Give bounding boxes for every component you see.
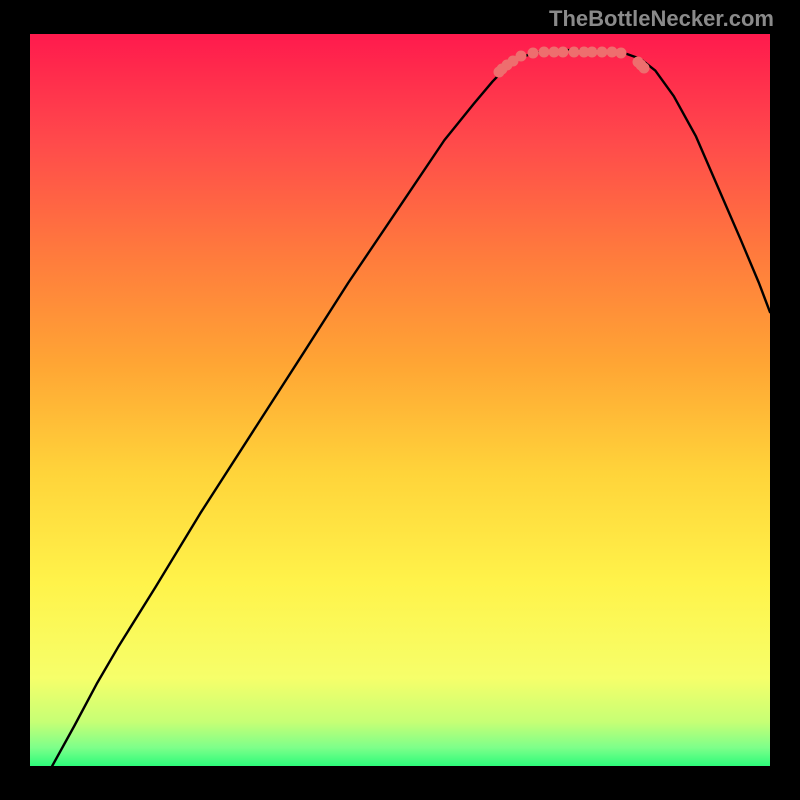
- chart-frame: TheBottleNecker.com: [0, 0, 800, 800]
- data-marker: [516, 50, 527, 61]
- data-marker: [615, 48, 626, 59]
- data-marker: [639, 62, 650, 73]
- markers-layer: [30, 34, 770, 766]
- data-marker: [528, 48, 539, 59]
- watermark-text: TheBottleNecker.com: [549, 6, 774, 32]
- data-marker: [557, 47, 568, 58]
- plot-area: [30, 34, 770, 766]
